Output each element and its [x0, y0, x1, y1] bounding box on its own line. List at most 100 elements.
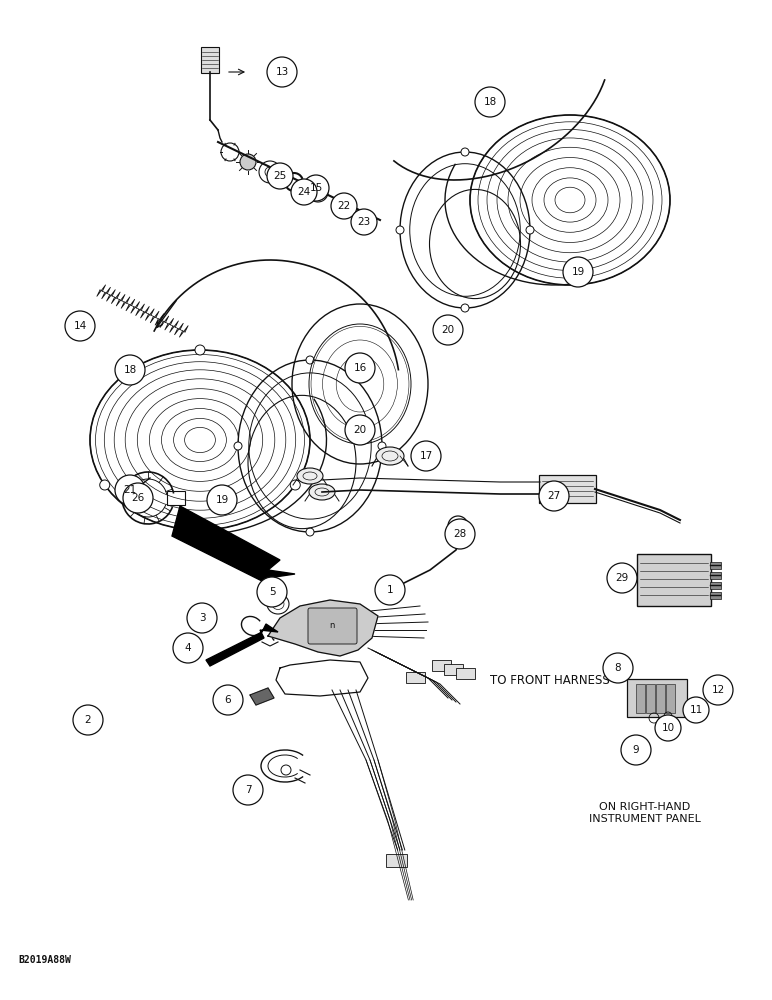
Circle shape	[475, 87, 505, 117]
Circle shape	[607, 563, 637, 593]
Text: 18: 18	[483, 97, 496, 107]
Text: 29: 29	[615, 573, 628, 583]
Circle shape	[123, 483, 153, 513]
FancyBboxPatch shape	[385, 854, 407, 866]
Polygon shape	[268, 600, 378, 656]
Text: 15: 15	[310, 183, 323, 193]
Text: 2: 2	[85, 715, 91, 725]
Circle shape	[445, 519, 475, 549]
Text: 19: 19	[215, 495, 229, 505]
Text: 22: 22	[337, 201, 350, 211]
Text: 21: 21	[124, 485, 137, 495]
FancyBboxPatch shape	[635, 684, 645, 712]
Circle shape	[65, 311, 95, 341]
Circle shape	[703, 675, 733, 705]
Text: 20: 20	[354, 425, 367, 435]
FancyBboxPatch shape	[308, 608, 357, 644]
Circle shape	[132, 482, 144, 494]
Circle shape	[115, 355, 145, 385]
Text: 1: 1	[387, 585, 393, 595]
Circle shape	[683, 697, 709, 723]
Circle shape	[603, 653, 633, 683]
Text: 25: 25	[273, 171, 286, 181]
Text: 10: 10	[662, 723, 675, 733]
FancyBboxPatch shape	[637, 554, 711, 606]
Text: n: n	[330, 621, 335, 631]
Circle shape	[267, 163, 293, 189]
Text: 11: 11	[689, 705, 703, 715]
Circle shape	[291, 179, 317, 205]
Circle shape	[303, 175, 329, 201]
Circle shape	[331, 193, 357, 219]
Circle shape	[375, 575, 405, 605]
Polygon shape	[206, 624, 278, 666]
Circle shape	[207, 485, 237, 515]
Ellipse shape	[309, 484, 335, 500]
Polygon shape	[172, 506, 295, 590]
Circle shape	[290, 480, 300, 490]
Text: TO FRONT HARNESS: TO FRONT HARNESS	[490, 674, 610, 686]
Circle shape	[345, 353, 375, 383]
Text: 6: 6	[225, 695, 232, 705]
Text: 9: 9	[633, 745, 639, 755]
Circle shape	[187, 603, 217, 633]
Circle shape	[461, 304, 469, 312]
Circle shape	[660, 718, 676, 734]
Circle shape	[267, 57, 297, 87]
Circle shape	[240, 154, 256, 170]
FancyBboxPatch shape	[645, 684, 655, 712]
Circle shape	[306, 528, 314, 536]
Circle shape	[686, 704, 702, 720]
Circle shape	[306, 356, 314, 364]
Circle shape	[526, 226, 534, 234]
FancyBboxPatch shape	[405, 672, 425, 682]
Circle shape	[100, 480, 110, 490]
Circle shape	[86, 712, 102, 728]
Circle shape	[351, 209, 377, 235]
FancyBboxPatch shape	[432, 660, 451, 670]
Circle shape	[378, 442, 386, 450]
Text: 4: 4	[185, 643, 191, 653]
Ellipse shape	[376, 447, 404, 465]
Text: 13: 13	[276, 67, 289, 77]
Polygon shape	[250, 688, 274, 705]
FancyBboxPatch shape	[201, 47, 219, 73]
FancyBboxPatch shape	[709, 572, 720, 578]
Circle shape	[621, 735, 651, 765]
Text: 23: 23	[357, 217, 371, 227]
Circle shape	[213, 685, 243, 715]
FancyBboxPatch shape	[655, 684, 665, 712]
Text: 26: 26	[131, 493, 144, 503]
Text: 18: 18	[124, 365, 137, 375]
Text: 19: 19	[571, 267, 584, 277]
Text: 16: 16	[354, 363, 367, 373]
FancyBboxPatch shape	[443, 664, 462, 674]
Text: 17: 17	[419, 451, 432, 461]
Text: 3: 3	[198, 613, 205, 623]
Text: 7: 7	[245, 785, 252, 795]
Circle shape	[563, 257, 593, 287]
Text: 24: 24	[297, 187, 310, 197]
Text: 5: 5	[269, 587, 276, 597]
Circle shape	[195, 345, 205, 355]
FancyBboxPatch shape	[709, 591, 720, 598]
Circle shape	[461, 148, 469, 156]
Circle shape	[655, 715, 681, 741]
FancyBboxPatch shape	[455, 668, 475, 678]
Circle shape	[173, 633, 203, 663]
FancyBboxPatch shape	[709, 562, 720, 568]
FancyBboxPatch shape	[627, 679, 687, 717]
Circle shape	[433, 315, 463, 345]
Text: 28: 28	[453, 529, 466, 539]
Circle shape	[257, 577, 287, 607]
Circle shape	[448, 516, 468, 536]
Text: B2019A88W: B2019A88W	[18, 955, 71, 965]
Circle shape	[345, 415, 375, 445]
Circle shape	[73, 705, 103, 735]
Circle shape	[234, 442, 242, 450]
Text: 8: 8	[615, 663, 621, 673]
Ellipse shape	[297, 468, 323, 484]
FancyBboxPatch shape	[539, 475, 596, 503]
Text: 12: 12	[711, 685, 725, 695]
Text: 20: 20	[442, 325, 455, 335]
